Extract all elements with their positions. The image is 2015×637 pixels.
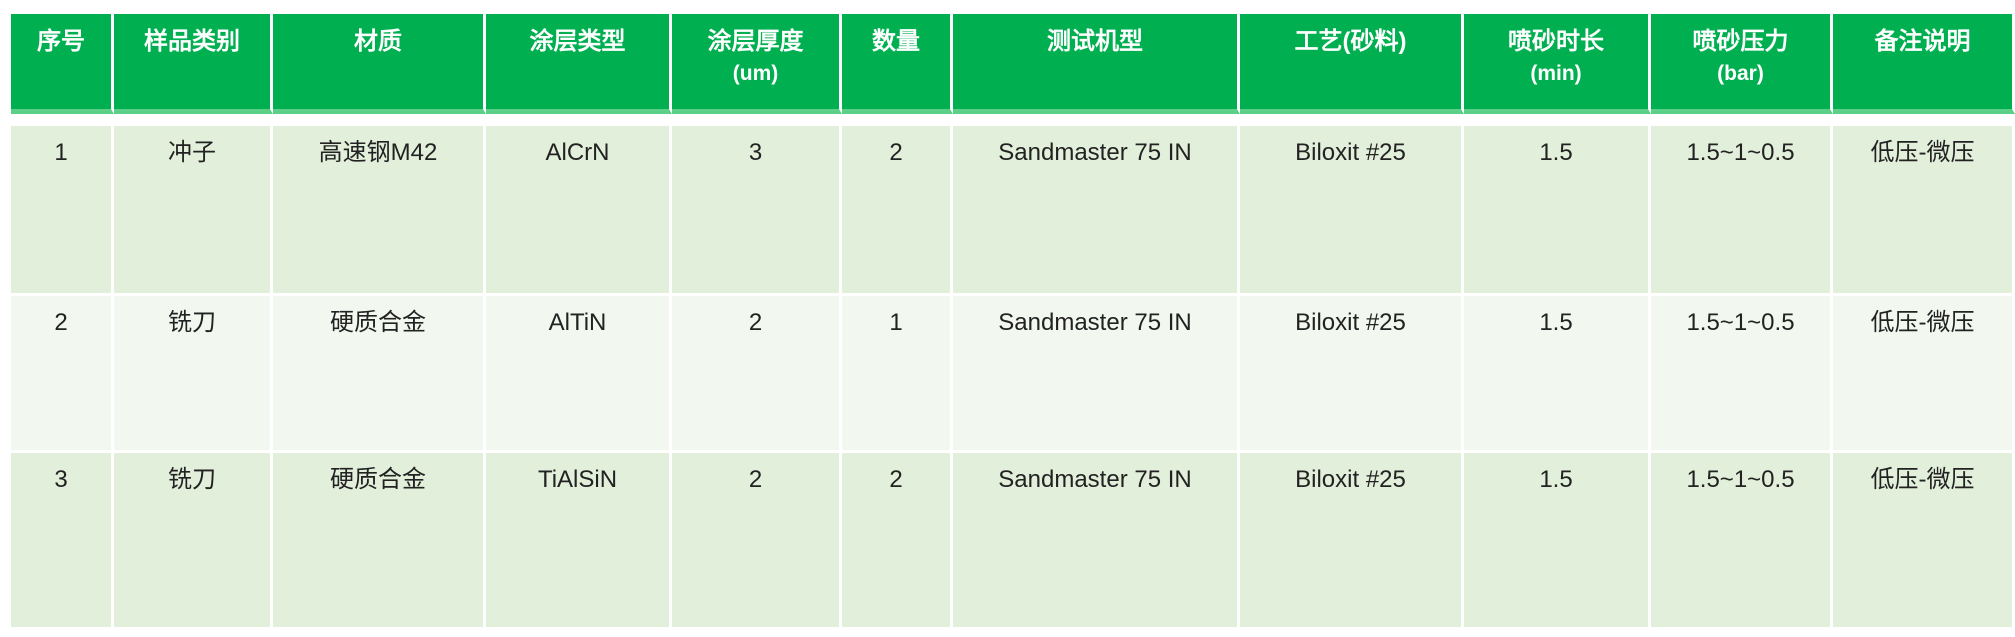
- cell-coating-type: TiAlSiN: [486, 453, 672, 630]
- cell-process-media: Biloxit #25: [1240, 296, 1464, 453]
- header-row: 序号 样品类别 材质 涂层类型 涂层厚度 (um) 数量 测试机型 工艺(砂料) 喷砂时长 (min…: [11, 14, 2015, 114]
- cell-quantity: 2: [842, 453, 953, 630]
- cell-quantity: 1: [842, 296, 953, 453]
- table-row: 1 冲子 高速钢M42 AlCrN 3 2 Sandmaster 75 IN Biloxit …: [11, 126, 2015, 296]
- cell-blast-pressure: 1.5~1~0.5: [1651, 126, 1833, 296]
- cell-coating-type: AlTiN: [486, 296, 672, 453]
- cell-index: 1: [11, 126, 114, 296]
- header-remarks: 备注说明: [1833, 14, 2015, 114]
- cell-quantity: 2: [842, 126, 953, 296]
- table-row: 2 铣刀 硬质合金 AlTiN 2 1 Sandmaster 75 IN Biloxit #2…: [11, 296, 2015, 453]
- cell-material: 硬质合金: [273, 453, 486, 630]
- header-label: 备注说明: [1874, 28, 1971, 55]
- cell-index: 2: [11, 296, 114, 453]
- cell-coating-type: AlCrN: [486, 126, 672, 296]
- header-process-media: 工艺(砂料): [1240, 14, 1464, 114]
- header-label: 测试机型: [1047, 28, 1143, 55]
- header-label: 涂层厚度: [707, 28, 804, 55]
- header-label: 样品类别: [144, 28, 240, 55]
- header-index: 序号: [11, 14, 114, 114]
- cell-blast-duration: 1.5: [1464, 126, 1651, 296]
- header-gap: [11, 114, 2015, 126]
- cell-remarks: 低压-微压: [1833, 296, 2015, 453]
- cell-process-media: Biloxit #25: [1240, 453, 1464, 630]
- header-coating-thickness: 涂层厚度 (um): [672, 14, 842, 114]
- cell-remarks: 低压-微压: [1833, 126, 2015, 296]
- header-blast-duration: 喷砂时长 (min): [1464, 14, 1651, 114]
- header-label: 材质: [354, 28, 402, 55]
- cell-test-machine: Sandmaster 75 IN: [953, 453, 1240, 630]
- header-sample-type: 样品类别: [114, 14, 273, 114]
- cell-sample-type: 铣刀: [114, 453, 273, 630]
- header-label: 工艺(砂料): [1294, 28, 1407, 55]
- header-blast-pressure: 喷砂压力 (bar): [1651, 14, 1833, 114]
- header-unit: (um): [732, 62, 779, 85]
- cell-remarks: 低压-微压: [1833, 453, 2015, 630]
- header-unit: (min): [1530, 62, 1582, 85]
- cell-blast-pressure: 1.5~1~0.5: [1651, 296, 1833, 453]
- header-label: 喷砂时长: [1508, 28, 1604, 55]
- cell-process-media: Biloxit #25: [1240, 126, 1464, 296]
- header-quantity: 数量: [842, 14, 953, 114]
- header-label: 序号: [37, 28, 85, 55]
- header-material: 材质: [273, 14, 486, 114]
- cell-blast-duration: 1.5: [1464, 453, 1651, 630]
- sample-table: 序号 样品类别 材质 涂层类型 涂层厚度 (um) 数量 测试机型 工艺(砂料) 喷砂时长 (min…: [11, 14, 2015, 630]
- header-label: 数量: [872, 28, 920, 55]
- cell-blast-duration: 1.5: [1464, 296, 1651, 453]
- cell-coating-thickness: 2: [672, 453, 842, 630]
- header-test-machine: 测试机型: [953, 14, 1240, 114]
- cell-test-machine: Sandmaster 75 IN: [953, 296, 1240, 453]
- cell-sample-type: 冲子: [114, 126, 273, 296]
- cell-test-machine: Sandmaster 75 IN: [953, 126, 1240, 296]
- spacer: [11, 114, 2015, 126]
- cell-index: 3: [11, 453, 114, 630]
- header-coating-type: 涂层类型: [486, 14, 672, 114]
- cell-sample-type: 铣刀: [114, 296, 273, 453]
- cell-coating-thickness: 3: [672, 126, 842, 296]
- cell-blast-pressure: 1.5~1~0.5: [1651, 453, 1833, 630]
- cell-material: 高速钢M42: [273, 126, 486, 296]
- header-unit: (bar): [1717, 62, 1764, 85]
- cell-coating-thickness: 2: [672, 296, 842, 453]
- table-row: 3 铣刀 硬质合金 TiAlSiN 2 2 Sandmaster 75 IN Biloxit …: [11, 453, 2015, 630]
- cell-material: 硬质合金: [273, 296, 486, 453]
- header-label: 涂层类型: [529, 28, 626, 55]
- header-label: 喷砂压力: [1692, 28, 1789, 55]
